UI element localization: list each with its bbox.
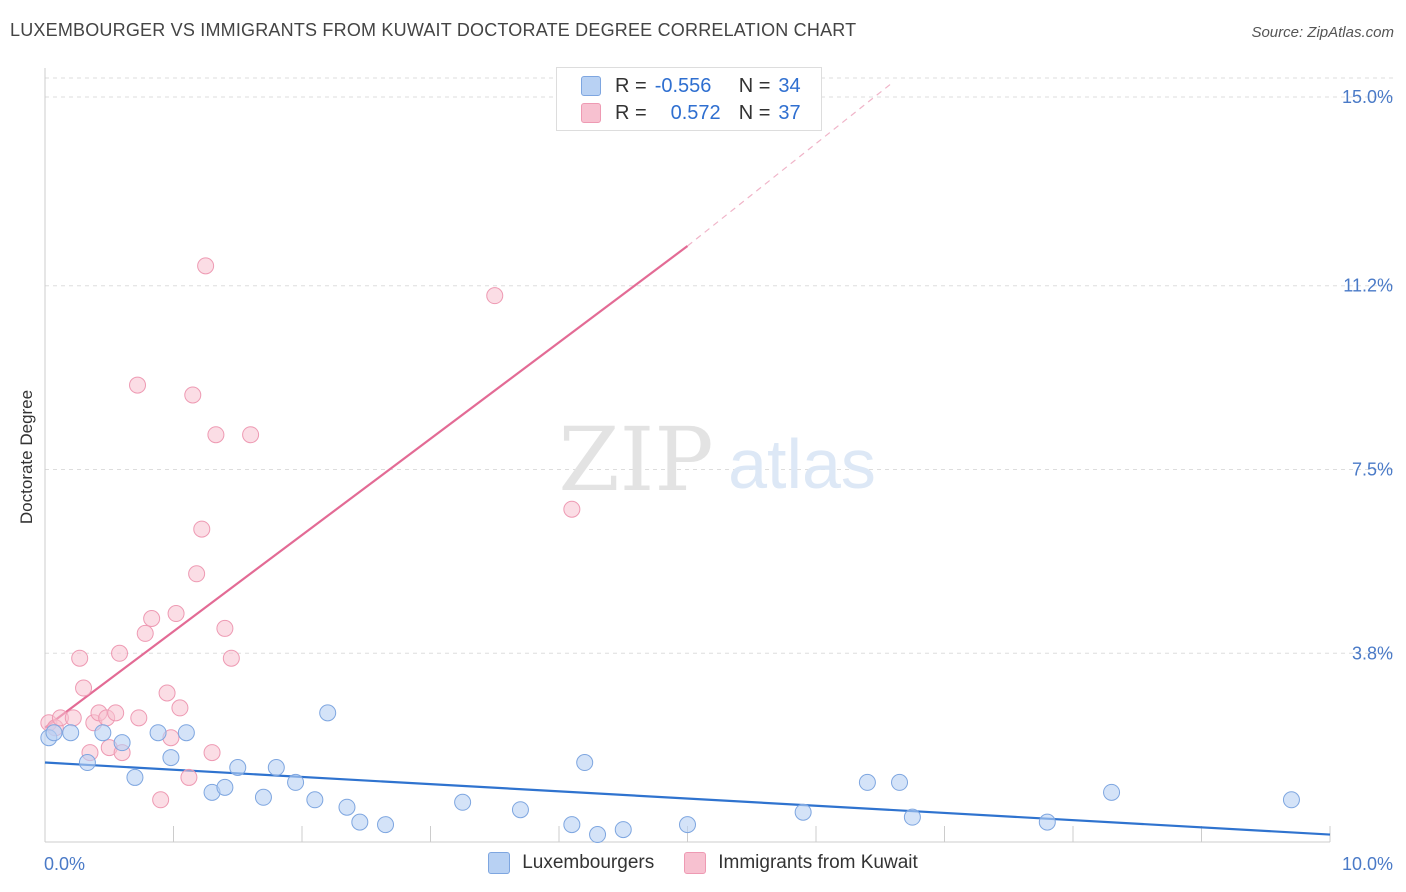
data-point-luxembourgers	[177, 724, 195, 742]
series-legend: Luxembourgers Immigrants from Kuwait	[0, 852, 1406, 874]
chart-title: LUXEMBOURGER VS IMMIGRANTS FROM KUWAIT D…	[10, 20, 857, 40]
data-point-luxembourgers	[679, 816, 696, 834]
source-label: Source: ZipAtlas.com	[1251, 24, 1394, 41]
n-label: N =	[738, 74, 771, 97]
r-value: -0.556	[654, 74, 712, 97]
n-value: 34	[778, 74, 801, 97]
blue-swatch	[488, 852, 511, 874]
pink-swatch	[684, 852, 707, 874]
data-point-luxembourgers	[113, 734, 131, 752]
n-label: N =	[738, 101, 771, 124]
data-point-kuwait	[222, 649, 240, 667]
data-point-luxembourgers	[162, 749, 180, 767]
watermark: ZIP atlas	[558, 408, 876, 511]
stats-legend: R = -0.556 N = 34 R = 0.572 N = 37	[556, 67, 822, 131]
y-tick-label: 3.8%	[1352, 643, 1393, 663]
axes	[44, 68, 1331, 843]
data-point-kuwait	[129, 376, 147, 394]
data-point-kuwait	[107, 704, 125, 722]
data-point-luxembourgers	[319, 704, 337, 722]
data-point-kuwait	[130, 709, 148, 727]
data-point-luxembourgers	[794, 803, 812, 821]
data-point-kuwait	[184, 386, 202, 404]
data-point-luxembourgers	[338, 798, 356, 816]
n-value: 37	[778, 101, 801, 124]
legend-label-luxembourgers: Luxembourgers	[522, 852, 655, 873]
data-point-luxembourgers	[903, 808, 921, 826]
grid-lines	[45, 77, 1395, 654]
data-point-kuwait	[207, 426, 225, 444]
data-point-kuwait	[152, 791, 170, 809]
trend-line-luxembourgers	[44, 761, 1331, 836]
data-point-luxembourgers	[858, 773, 876, 791]
r-label: R =	[615, 74, 647, 97]
data-point-kuwait	[563, 500, 581, 518]
data-point-kuwait	[486, 287, 504, 305]
data-point-kuwait	[242, 426, 260, 444]
data-point-luxembourgers	[45, 724, 63, 742]
data-point-luxembourgers	[576, 754, 594, 772]
data-point-kuwait	[167, 605, 185, 623]
data-point-luxembourgers	[351, 813, 369, 831]
data-point-luxembourgers	[891, 773, 909, 791]
data-point-kuwait	[216, 619, 234, 637]
data-point-kuwait	[171, 699, 189, 717]
data-point-luxembourgers	[1038, 813, 1056, 831]
data-point-kuwait	[136, 624, 154, 642]
watermark-zip: ZIP	[558, 408, 713, 511]
data-point-kuwait	[180, 768, 198, 786]
data-points	[40, 257, 1300, 844]
y-tick-label: 15.0%	[1342, 87, 1393, 107]
legend-item-luxembourgers: Luxembourgers	[488, 852, 654, 874]
tick-labels: 3.8% 7.5% 11.2% 15.0% 0.0% 10.0%	[44, 87, 1393, 874]
data-point-luxembourgers	[306, 791, 324, 809]
x-tick-label: 10.0%	[1342, 854, 1393, 874]
data-point-luxembourgers	[287, 773, 305, 791]
data-point-kuwait	[193, 520, 211, 538]
watermark-atlas: atlas	[728, 425, 876, 503]
trend-lines	[44, 81, 1331, 836]
blue-swatch	[581, 76, 601, 96]
data-point-luxembourgers	[94, 724, 112, 742]
data-point-luxembourgers	[78, 754, 96, 772]
r-value: 0.572	[670, 101, 721, 124]
data-point-kuwait	[158, 684, 176, 702]
data-point-luxembourgers	[454, 793, 472, 811]
data-point-luxembourgers	[511, 801, 529, 819]
y-tick-label: 11.2%	[1343, 276, 1393, 296]
legend-label-kuwait: Immigrants from Kuwait	[718, 852, 918, 873]
data-point-kuwait	[197, 257, 215, 275]
data-point-luxembourgers	[589, 826, 607, 844]
data-point-luxembourgers	[267, 759, 285, 776]
y-tick-label: 7.5%	[1352, 460, 1393, 480]
data-point-luxembourgers	[126, 768, 144, 786]
data-point-luxembourgers	[62, 724, 80, 742]
data-point-kuwait	[71, 649, 89, 667]
data-point-kuwait	[111, 644, 129, 662]
pink-swatch	[581, 103, 601, 123]
legend-row-luxembourgers: R = -0.556 N = 34	[581, 74, 801, 98]
data-point-luxembourgers	[216, 778, 234, 796]
data-point-kuwait	[75, 679, 93, 697]
data-point-luxembourgers	[149, 724, 167, 742]
r-label: R =	[615, 101, 647, 124]
legend-row-kuwait: R = 0.572 N = 37	[581, 101, 801, 125]
data-point-luxembourgers	[377, 816, 395, 834]
trend-line-kuwait	[44, 245, 689, 729]
data-point-kuwait	[188, 565, 206, 583]
data-point-luxembourgers	[1103, 783, 1121, 801]
data-point-luxembourgers	[563, 816, 581, 834]
data-point-kuwait	[143, 610, 161, 627]
data-point-luxembourgers	[254, 788, 272, 806]
data-point-luxembourgers	[614, 821, 632, 839]
data-point-luxembourgers	[229, 759, 247, 776]
data-point-kuwait	[64, 709, 82, 727]
legend-item-kuwait: Immigrants from Kuwait	[684, 852, 918, 874]
data-point-luxembourgers	[1282, 791, 1300, 809]
x-tick-label: 0.0%	[44, 854, 85, 874]
data-point-kuwait	[203, 744, 221, 762]
